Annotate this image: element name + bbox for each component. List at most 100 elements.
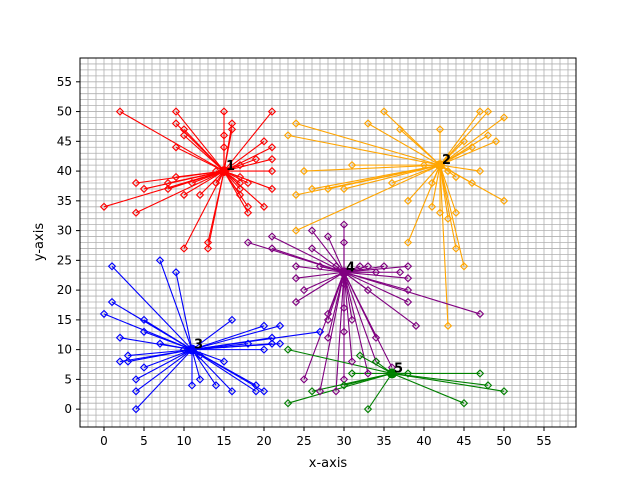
cluster-4-link [295,271,345,303]
cluster-1-point [235,160,245,170]
x-axis-title: x-axis [309,456,348,471]
cluster-3-point [123,351,133,360]
x-tick-label: 55 [536,434,551,448]
cluster-3-point [187,381,197,390]
y-tick-label: 0 [64,402,72,416]
cluster-4-point [323,333,333,342]
cluster-3-point [123,357,133,366]
y-tick-label: 40 [57,164,72,178]
cluster-4-point [307,226,317,235]
cluster-5-point [339,381,349,390]
cluster-4-point [403,274,413,283]
cluster-1-point [259,137,269,146]
cluster-2-link [439,164,457,213]
cluster-1-link [223,158,257,172]
cluster-2-point [395,125,405,134]
cluster-3-point [139,315,149,325]
cluster-1-point [267,184,277,194]
y-tick-label: 45 [57,134,72,148]
cluster-1-link [183,170,225,249]
plot-frame [79,57,577,428]
y-tick-label: 5 [64,372,72,386]
cluster-2-point [483,131,493,140]
cluster-3-point [131,375,141,384]
cluster-3-point [267,339,277,348]
cluster-1-point [203,244,213,253]
cluster-4-point [315,387,325,396]
cluster-4-point [347,315,357,325]
cluster-1-point [211,178,221,188]
cluster-2-point [403,196,413,206]
cluster-3-link [191,343,281,351]
cluster-2-point [403,238,413,247]
cluster-4-point [339,220,349,229]
cluster-2-point [451,208,461,217]
cluster-4-link [319,272,345,392]
cluster-3-point [107,262,117,271]
cluster-4-link [271,247,345,273]
y-tick-label: 15 [57,313,72,327]
cluster-2-point [283,131,293,140]
cluster-2-point [467,143,477,152]
cluster-1-point [227,125,237,134]
cluster-5-point [403,369,413,378]
cluster-lines [103,111,505,410]
cluster-4-link [343,271,409,303]
cluster-4-point [339,303,349,313]
cluster-3-point [243,339,253,348]
cluster-3-link [191,319,233,351]
cluster-5-point [283,399,293,408]
cluster-1-link [223,146,273,172]
cluster-4-point [363,262,373,271]
cluster-1-point [243,202,253,211]
cluster-1-point [99,202,109,211]
cluster-4-point [371,268,381,277]
cluster-1-link [207,170,225,243]
y-tick-label: 50 [57,105,72,119]
cluster-5-center [387,368,397,379]
cluster-2-link [391,164,441,184]
y-tick-label: 30 [57,224,72,238]
cluster-3-link [191,349,233,392]
x-tick-label: 50 [496,434,511,448]
cluster-1-point [219,107,229,116]
cluster-2-point [451,172,461,182]
cluster-4-point [411,321,421,331]
cluster-3-link [191,325,265,351]
cluster-1-link [223,140,265,172]
grid-lines [79,57,577,428]
cluster-2-point [443,321,453,331]
cluster-1-point [171,119,181,128]
cluster-2-link [439,117,505,166]
cluster-1-point [163,184,173,194]
x-tick-label: 10 [176,434,191,448]
cluster-2-point [459,262,469,271]
cluster-3-point [115,333,125,342]
cluster-5-link [367,373,393,410]
cluster-1-link [175,170,225,178]
cluster-2-link [439,140,497,166]
cluster-1-point [235,190,245,200]
cluster-3-point [259,345,269,354]
cluster-centers: 1 2 3 4 5 [187,153,451,379]
cluster-1-link [183,170,225,196]
cluster-3-point [315,327,325,336]
cluster-1-point [139,184,149,194]
cluster-4-link [303,271,345,291]
cluster-1-link [191,170,225,184]
cluster-4-link [295,271,345,279]
cluster-4-point [323,315,333,325]
cluster-2-link [287,134,441,166]
cluster-1-point [171,172,181,182]
cluster-5-point [355,351,365,360]
cluster-4-point [403,262,413,271]
cluster-2-point [291,226,301,235]
cluster-4-point [403,297,413,307]
cluster-1-point [227,119,237,128]
cluster-3-link [159,260,193,350]
cluster-2-link [311,164,441,190]
cluster-2-point [291,119,301,128]
x-tick-label: 5 [140,434,148,448]
cluster-5-point [307,387,317,396]
cluster-3-link [135,349,193,392]
